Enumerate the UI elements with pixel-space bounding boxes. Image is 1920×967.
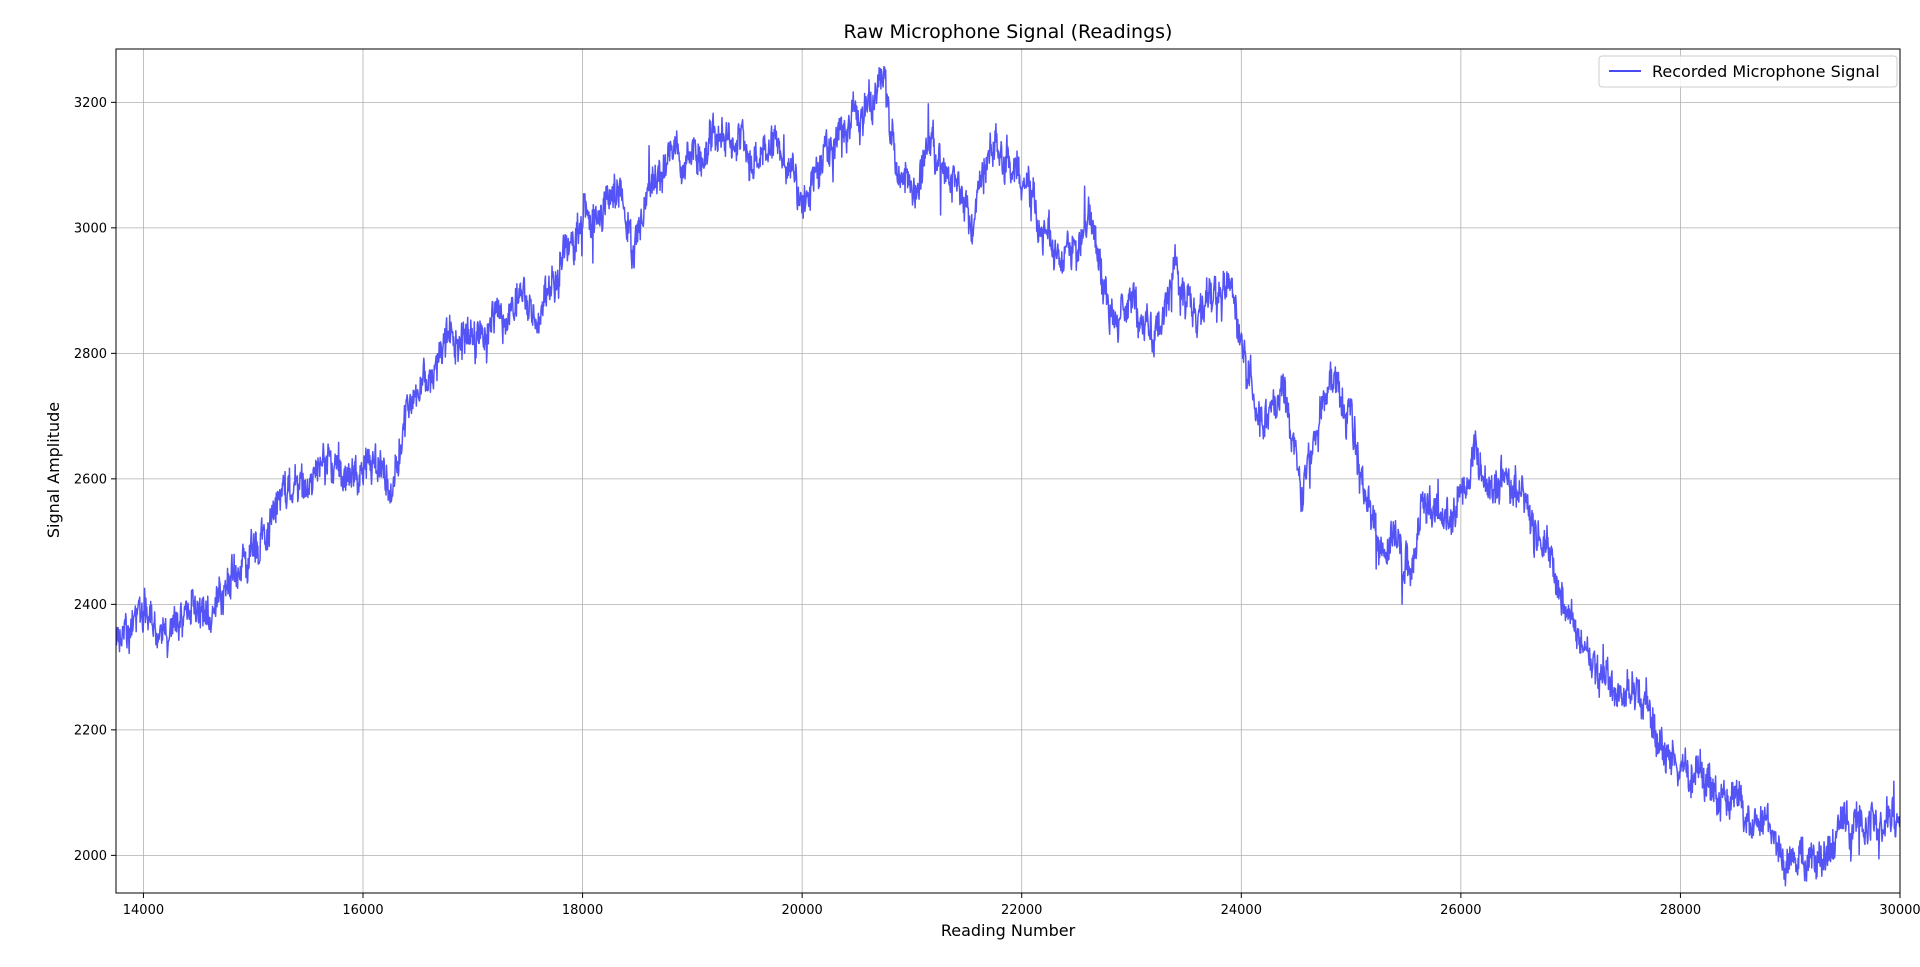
series-layer: [116, 65, 1900, 887]
plot-frame: [115, 48, 1901, 894]
y-tick-label: 2600: [74, 472, 107, 487]
legend: Recorded Microphone Signal: [1598, 55, 1898, 88]
chart-title: Raw Microphone Signal (Readings): [844, 21, 1173, 43]
y-tick-label: 2800: [74, 347, 107, 362]
y-tick-label: 2400: [74, 598, 107, 613]
x-tick-label: 14000: [123, 903, 164, 918]
x-tick-label: 22000: [1001, 903, 1042, 918]
y-tick-label: 2200: [74, 723, 107, 738]
y-tick-label: 3000: [74, 221, 107, 236]
y-tick-label: 2000: [74, 849, 107, 864]
x-tick-label: 30000: [1879, 903, 1920, 918]
x-axis-ticks: 14000 16000 18000 20000 22000 24000 26000 28000…: [123, 893, 1920, 918]
series-line-0: [116, 65, 1900, 887]
legend-label: Recorded Microphone Signal: [1652, 62, 1880, 81]
x-axis-label: Reading Number: [941, 921, 1076, 940]
x-tick-label: 26000: [1440, 903, 1481, 918]
x-tick-label: 16000: [342, 903, 383, 918]
x-tick-label: 18000: [562, 903, 603, 918]
y-axis-ticks: 2000 2200 2400 2600 2800 3000 3200: [74, 96, 116, 864]
y-axis-label: Signal Amplitude: [44, 402, 63, 538]
y-tick-label: 3200: [74, 96, 107, 111]
legend-box: [1598, 55, 1898, 88]
x-tick-label: 24000: [1221, 903, 1262, 918]
x-tick-label: 28000: [1660, 903, 1701, 918]
x-tick-label: 20000: [781, 903, 822, 918]
